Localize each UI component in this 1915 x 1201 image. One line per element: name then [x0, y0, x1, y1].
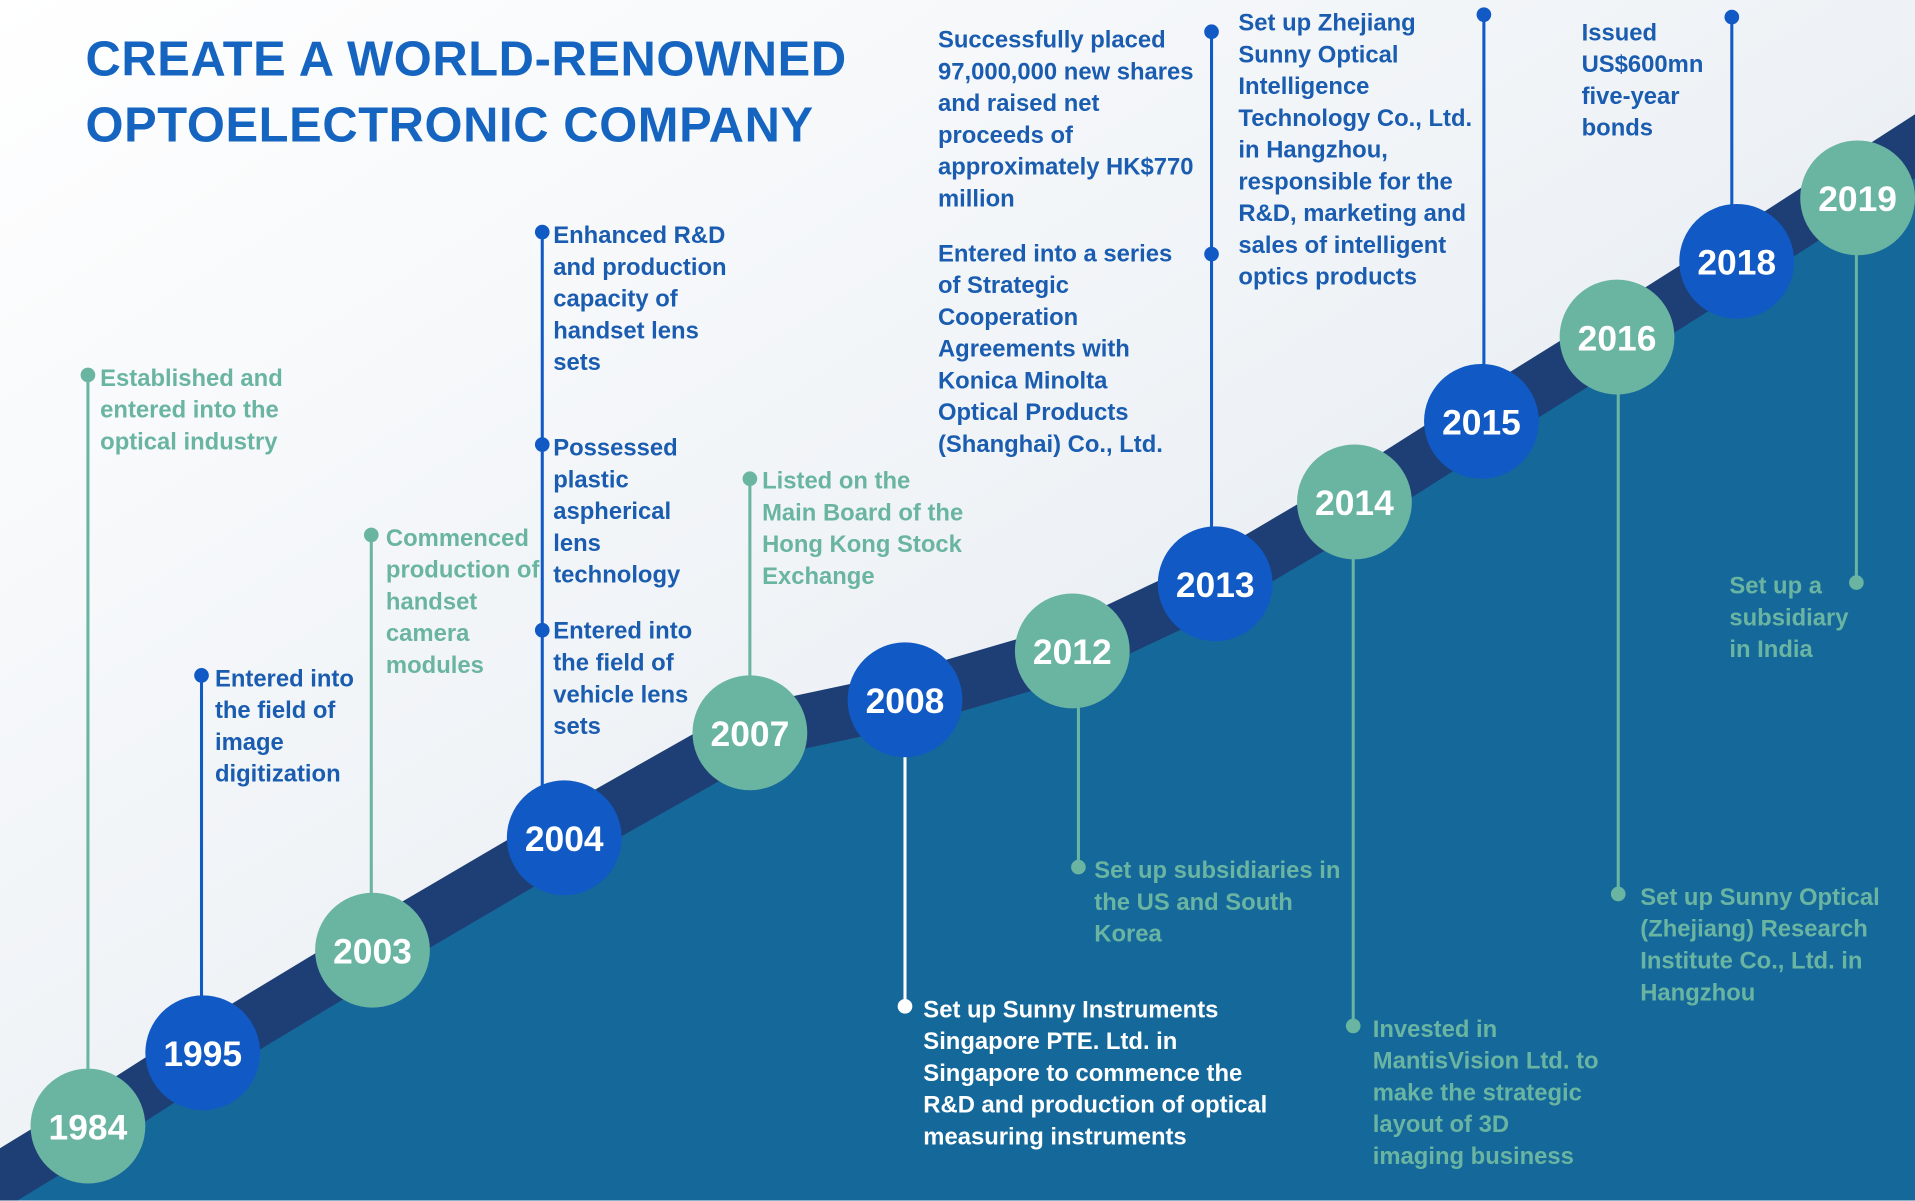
event-dot: [534, 437, 550, 452]
event-dot: [1724, 9, 1740, 25]
event-dot: [1345, 1018, 1361, 1034]
milestones: 1984 1995 2003 2004 2007 2008 2012 2013 2014 2015…: [30, 7, 1915, 1184]
year-label: 2012: [1033, 632, 1112, 672]
event-dot: [742, 471, 758, 487]
year-label: 2016: [1578, 318, 1657, 358]
year-label: 2004: [525, 819, 604, 859]
event-text: Invested in MantisVision Ltd. to make th…: [1372, 1016, 1599, 1171]
event-text: Listed on the Main Board of the Hong Kon…: [762, 467, 964, 590]
event-dot: [1849, 575, 1864, 590]
year-label: 2013: [1176, 565, 1255, 605]
event-text: Set up Sunny Instruments Singapore PTE. …: [923, 996, 1268, 1151]
event-dot: [1071, 859, 1086, 875]
event-dot: [80, 367, 96, 383]
event-dot: [897, 999, 913, 1014]
year-label: 2019: [1818, 179, 1897, 219]
event-dot: [534, 622, 550, 638]
event-text: Entered into the field of image digitiza…: [214, 665, 354, 788]
event-text: Set up Zhejiang Sunny Optical Intelligen…: [1238, 9, 1473, 291]
year-label: 1995: [163, 1034, 242, 1074]
year-circle: [1424, 363, 1539, 479]
year-circle: [506, 780, 622, 896]
event-dot: [363, 527, 379, 543]
year-circle: [1014, 593, 1130, 709]
year-label: 2007: [711, 714, 790, 754]
year-label: 2018: [1697, 243, 1776, 283]
event-text: Enhanced R&D and production capacity of …: [553, 222, 727, 377]
title: CREATE A WORLD-RENOWNED OPTOELECTRONIC C…: [85, 32, 847, 153]
year-label: 2014: [1315, 483, 1394, 523]
year-label: 2008: [866, 681, 945, 721]
lower-area: [0, 146, 1915, 1201]
event-dot: [1204, 246, 1219, 262]
year-circle: [692, 675, 808, 791]
year-circle: [1679, 203, 1795, 319]
year-circle: [847, 642, 963, 758]
event-dot: [534, 224, 550, 240]
event-dot: [194, 668, 209, 683]
event-dot: [1476, 7, 1492, 22]
year-label: 2003: [333, 931, 412, 971]
event-text: Successfully placed 97,000,000 new share…: [937, 26, 1194, 213]
year-circle: [315, 892, 430, 1008]
event-dot: [1610, 886, 1626, 902]
year-circle: [1157, 526, 1273, 642]
year-circle: [30, 1068, 146, 1184]
event-text: Issued US$600mn five-year bonds: [1581, 19, 1704, 142]
year-circle: [145, 995, 261, 1111]
event-text: Commenced production of handset camera m…: [385, 525, 540, 680]
event-text: Set up subsidiaries in the US and South …: [1094, 857, 1341, 948]
event-text: Set up Sunny Optical (Zhejiang) Research…: [1640, 884, 1880, 1007]
year-label: 2015: [1442, 403, 1521, 443]
event-text: Set up a subsidiary in India: [1729, 572, 1849, 664]
year-label: 1984: [49, 1107, 128, 1147]
year-circle: [1297, 444, 1412, 560]
event-text: Entered into a series of Strategic Coope…: [937, 240, 1173, 458]
event-dot: [1204, 24, 1219, 40]
event-text: Entered into the field of vehicle lens s…: [553, 617, 693, 741]
year-circle: [1559, 279, 1675, 395]
year-circle: [1800, 140, 1915, 256]
event-text: Possessed plastic aspherical lens techno…: [553, 434, 681, 589]
event-text: Established and entered into the optical…: [100, 365, 283, 456]
